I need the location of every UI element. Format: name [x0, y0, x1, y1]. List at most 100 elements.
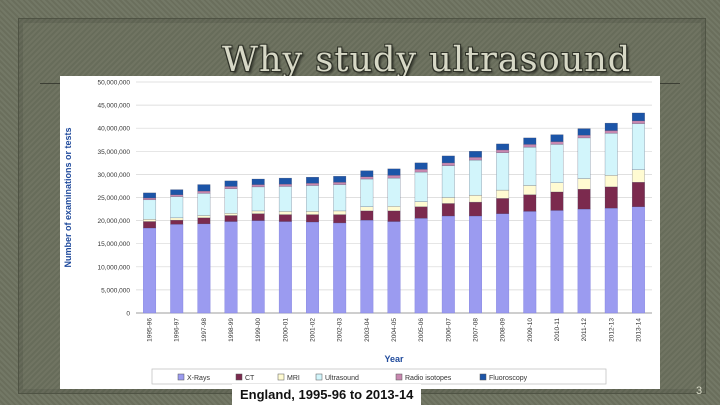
- x-tick-label: 2001-02: [310, 318, 317, 342]
- bar-segment: [278, 214, 292, 222]
- bar-segment: [414, 162, 428, 170]
- bar-segment: [577, 128, 591, 136]
- bar-segment: [143, 227, 157, 314]
- bar-segment: [360, 170, 374, 177]
- bar-segment: [387, 221, 401, 314]
- y-tick-label: 5,000,000: [101, 287, 130, 294]
- legend-swatch: [315, 373, 323, 381]
- bar-segment: [604, 130, 618, 134]
- bar-segment: [631, 206, 645, 314]
- bar-segment: [306, 185, 319, 212]
- bar-segment: [441, 162, 455, 166]
- bar-segment: [278, 221, 292, 314]
- bar-segment: [550, 141, 564, 145]
- bar-segment: [170, 189, 184, 195]
- y-tick-label: 45,000,000: [97, 103, 130, 110]
- x-tick-label: 1995-96: [147, 318, 154, 342]
- bar-segment: [197, 190, 211, 194]
- bar-segment: [523, 146, 537, 186]
- bar-segment: [306, 214, 319, 223]
- bar-segment: [306, 176, 319, 184]
- bar-segment: [170, 219, 184, 225]
- bar-segment: [523, 144, 537, 148]
- bar-segment: [143, 197, 157, 201]
- bar-segment: [333, 222, 347, 314]
- bar-segment: [441, 165, 455, 198]
- x-axis-title: Year: [384, 354, 404, 364]
- bar-segment: [306, 211, 319, 215]
- bar-segment: [469, 157, 482, 161]
- bar-segment: [387, 206, 401, 212]
- y-tick-label: 20,000,000: [97, 218, 130, 225]
- x-tick-label: 2006-07: [445, 318, 452, 342]
- bar-segment: [197, 215, 211, 219]
- bar-segment: [170, 194, 184, 197]
- legend-swatch: [277, 373, 285, 381]
- x-tick-label: 2008-09: [500, 318, 507, 342]
- x-tick-label: 2010-11: [554, 318, 561, 342]
- bar-segment: [333, 210, 347, 215]
- bar-segment: [496, 189, 510, 199]
- x-tick-label: 2004-05: [391, 318, 398, 342]
- bar-segment: [251, 186, 265, 212]
- bar-segment: [550, 191, 564, 211]
- bar-segment: [631, 169, 645, 183]
- bar-segment: [387, 175, 401, 179]
- legend-label: Ultrasound: [325, 375, 359, 382]
- legend-label: X-Rays: [187, 375, 210, 382]
- x-tick-label: 2009-10: [527, 318, 534, 342]
- bar-segment: [604, 207, 618, 314]
- bar-segment: [523, 211, 537, 314]
- bar-segment: [496, 143, 510, 151]
- bar-segment: [604, 122, 618, 131]
- bar-segment: [496, 198, 510, 214]
- legend-label: MRI: [287, 375, 300, 382]
- y-tick-label: 50,000,000: [97, 80, 130, 87]
- bar-segment: [414, 169, 428, 173]
- bar-segment: [523, 185, 537, 195]
- bar-segment: [224, 188, 238, 214]
- bar-segment: [441, 155, 455, 164]
- bar-segment: [523, 137, 537, 145]
- bar-segment: [143, 199, 157, 220]
- bar-segment: [550, 210, 564, 314]
- bar-segment: [143, 192, 157, 199]
- bar-segment: [631, 182, 645, 207]
- bar-segment: [631, 120, 645, 124]
- bar-segment: [577, 178, 591, 190]
- bar-segment: [170, 224, 184, 314]
- bar-segment: [251, 210, 265, 214]
- bar-segment: [197, 223, 211, 314]
- bar-segment: [251, 178, 265, 185]
- bar-segment: [360, 219, 374, 314]
- legend-box: [151, 368, 607, 385]
- x-tick-label: 2011-12: [581, 318, 588, 342]
- bar-segment: [550, 182, 564, 193]
- y-axis-title: Number of examinations or tests: [63, 127, 73, 267]
- bar-segment: [604, 175, 618, 188]
- bar-segment: [577, 188, 591, 210]
- bar-segment: [414, 171, 428, 202]
- bar-segment: [360, 206, 374, 212]
- x-tick-label: 2003-04: [364, 318, 371, 342]
- legend-label: Fluoroscopy: [489, 375, 528, 382]
- bar-segment: [523, 194, 537, 212]
- legend-label: Radio isotopes: [405, 375, 452, 382]
- x-tick-label: 2000-01: [282, 318, 289, 342]
- x-tick-label: 2013-14: [635, 318, 642, 342]
- x-tick-label: 2002-03: [337, 318, 344, 342]
- bar-segment: [278, 186, 292, 212]
- bar-segment: [469, 159, 482, 196]
- bar-segment: [306, 221, 319, 314]
- bar-segment: [604, 133, 618, 176]
- bar-segment: [333, 182, 347, 185]
- chart-panel: 0 5,000,000 10,000,000 15,000,000 20,000,000…: [60, 76, 660, 389]
- bar-segment: [414, 206, 428, 219]
- bar-segment: [360, 178, 374, 207]
- bar-segment: [251, 184, 265, 188]
- legend-swatch: [235, 373, 243, 381]
- bar-segment: [197, 217, 211, 225]
- bar-segment: [306, 182, 319, 186]
- bar-segment: [143, 219, 157, 222]
- bar-segment: [197, 184, 211, 192]
